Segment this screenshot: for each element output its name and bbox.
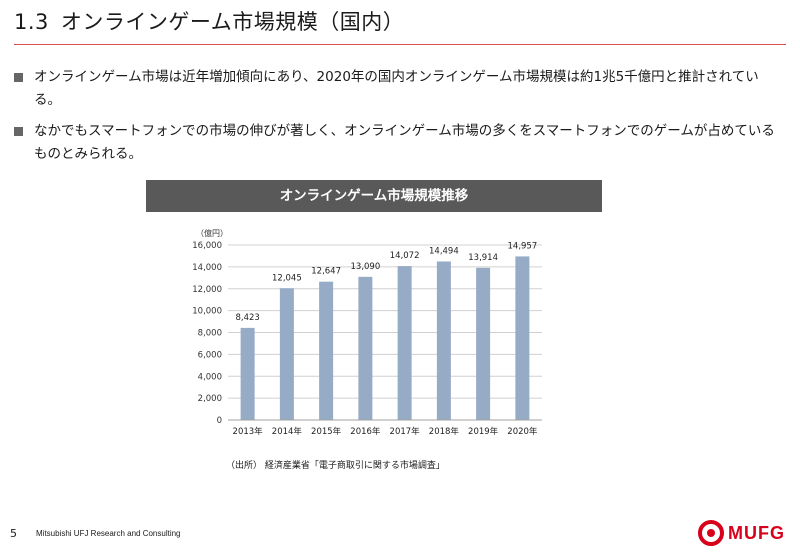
data-label: 13,914	[468, 253, 498, 263]
chart-title-banner: オンラインゲーム市場規模推移	[146, 180, 602, 212]
bar	[240, 327, 255, 420]
data-label: 12,647	[311, 267, 341, 277]
source-note: （出所） 経済産業省「電子商取引に関する市場調査」	[226, 461, 445, 471]
bullet-square-icon	[14, 127, 23, 136]
page-title: 1.3 オンラインゲーム市場規模（国内）	[14, 6, 404, 36]
y-tick-label: 0	[217, 416, 222, 426]
y-tick-label: 16,000	[192, 241, 222, 251]
company-name: Mitsubishi UFJ Research and Consulting	[36, 529, 181, 538]
x-tick-label: 2018年	[429, 426, 460, 437]
title-divider	[14, 44, 786, 45]
bar	[279, 288, 294, 420]
bar	[436, 261, 451, 420]
x-tick-label: 2019年	[468, 426, 499, 437]
bullet-list: オンラインゲーム市場は近年増加傾向にあり、2020年の国内オンラインゲーム市場規…	[14, 66, 784, 174]
y-tick-label: 14,000	[192, 263, 222, 273]
bullet-text: なかでもスマートフォンでの市場の伸びが著しく、オンラインゲーム市場の多くをスマー…	[34, 123, 775, 162]
data-label: 12,045	[272, 273, 302, 283]
x-tick-label: 2020年	[507, 426, 538, 437]
bullet-item: なかでもスマートフォンでの市場の伸びが著しく、オンラインゲーム市場の多くをスマー…	[14, 120, 784, 166]
y-tick-label: 2,000	[198, 394, 222, 404]
section-number: 1.3	[14, 10, 49, 34]
x-tick-label: 2013年	[233, 426, 264, 437]
y-axis-unit-label: （億円）	[196, 228, 228, 238]
data-label: 14,494	[429, 246, 459, 256]
data-label: 14,072	[390, 251, 420, 261]
bar	[476, 267, 491, 420]
bullet-text: オンラインゲーム市場は近年増加傾向にあり、2020年の国内オンラインゲーム市場規…	[34, 69, 759, 108]
bar-chart: （億円） 0 2,000 4,000 6,000 8,000 10,000 12,000 14,…	[192, 228, 542, 437]
data-label: 8,423	[235, 313, 259, 323]
data-label: 13,090	[351, 262, 381, 272]
x-tick-label: 2015年	[311, 426, 342, 437]
y-tick-label: 8,000	[198, 329, 222, 339]
logo-wordmark: MUFG	[728, 522, 785, 543]
y-tick-label: 4,000	[198, 372, 222, 382]
bar	[397, 266, 412, 420]
x-tick-label: 2014年	[272, 426, 303, 437]
bar	[319, 281, 334, 420]
y-tick-label: 10,000	[192, 307, 222, 317]
y-tick-label: 12,000	[192, 285, 222, 295]
mufg-logo-icon	[698, 520, 724, 546]
data-label: 14,957	[508, 241, 538, 251]
page-number: 5	[10, 527, 17, 540]
bar	[515, 256, 530, 420]
x-tick-label: 2017年	[390, 426, 421, 437]
bullet-item: オンラインゲーム市場は近年増加傾向にあり、2020年の国内オンラインゲーム市場規…	[14, 66, 784, 112]
bullet-square-icon	[14, 73, 23, 82]
section-title: オンラインゲーム市場規模（国内）	[60, 10, 405, 34]
y-tick-label: 6,000	[198, 350, 222, 360]
bar	[358, 276, 373, 420]
x-tick-label: 2016年	[350, 426, 381, 437]
mufg-logo: MUFG	[698, 520, 785, 546]
